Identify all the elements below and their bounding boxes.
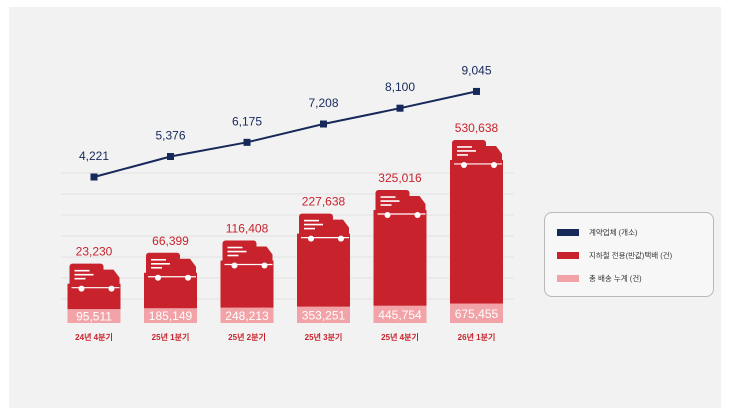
truck-icon-wheel bbox=[261, 262, 268, 269]
bar-label-subway-delivery: 116,408 bbox=[226, 222, 269, 236]
truck-icon-wheel bbox=[461, 161, 467, 168]
truck-icon-body bbox=[146, 252, 180, 277]
line-point-contracts bbox=[90, 173, 98, 181]
bar-label-subway-delivery: 23,230 bbox=[76, 245, 113, 259]
chart-panel: 23,230 95,511 24년 4분기 66,399 185,149 25년 1분기 1… bbox=[9, 7, 721, 408]
bar-label-total-delivery: 675,455 bbox=[455, 307, 499, 321]
truck-icon-wheel bbox=[108, 285, 115, 292]
bar-label-total-delivery: 185,149 bbox=[149, 309, 193, 323]
x-tick-label: 25년 3분기 bbox=[305, 332, 343, 342]
line-label-contracts: 8,100 bbox=[385, 80, 415, 94]
truck-icon-wheel bbox=[155, 274, 161, 281]
truck-icon-wheel bbox=[308, 235, 314, 242]
x-tick-label: 25년 1분기 bbox=[152, 332, 190, 342]
truck-icon-body bbox=[69, 263, 104, 288]
legend-label-total-delivery: 총 배송 누계 (건) bbox=[589, 274, 642, 283]
bar-label-subway-delivery: 227,638 bbox=[302, 195, 346, 209]
line-label-contracts: 6,175 bbox=[232, 114, 262, 128]
line-contracts bbox=[93, 90, 477, 178]
truck-icon-wheel bbox=[78, 285, 85, 292]
truck-icon-body bbox=[375, 190, 410, 215]
truck-icon-cab bbox=[409, 196, 426, 215]
legend-item-total-delivery: 총 배송 누계 (건) bbox=[557, 273, 642, 284]
legend-label-subway-delivery: 지하철 전용(반값)택배 (건) bbox=[589, 251, 673, 260]
line-label-contracts: 9,045 bbox=[461, 63, 491, 77]
truck-icon-wheel bbox=[185, 274, 191, 281]
x-tick-label: 25년 4분기 bbox=[381, 332, 419, 342]
truck-icon-body bbox=[299, 213, 333, 238]
x-tick-label: 26년 1분기 bbox=[458, 332, 496, 342]
bar-label-subway-delivery: 66,399 bbox=[152, 234, 189, 248]
line-label-contracts: 5,376 bbox=[155, 129, 185, 143]
bar-total-delivery bbox=[67, 309, 121, 323]
legend-swatch-subway-delivery bbox=[557, 252, 579, 259]
truck-icon-body bbox=[222, 240, 257, 265]
truck-icon-cab bbox=[486, 145, 502, 164]
legend-item-subway-delivery: 지하철 전용(반값)택배 (건) bbox=[557, 250, 672, 261]
bar-total-delivery bbox=[220, 307, 274, 323]
line-point-contracts bbox=[320, 120, 327, 128]
legend-swatch-total-delivery bbox=[557, 275, 579, 282]
truck-icon-cab bbox=[256, 246, 273, 265]
bar-subway-delivery bbox=[297, 233, 350, 307]
bar-total-delivery bbox=[373, 305, 427, 323]
bar-label-total-delivery: 248,213 bbox=[225, 309, 269, 323]
bar-total-delivery bbox=[297, 306, 350, 323]
x-tick-label: 25년 2분기 bbox=[228, 332, 266, 342]
line-point-contracts bbox=[243, 138, 251, 146]
truck-icon-cab bbox=[103, 269, 120, 288]
truck-icon-wheel bbox=[338, 235, 344, 242]
legend-item-contracts: 계약업체 (개소) bbox=[557, 227, 637, 238]
line-point-contracts bbox=[473, 87, 480, 95]
bar-label-total-delivery: 353,251 bbox=[302, 308, 346, 322]
x-tick-label: 24년 4분기 bbox=[75, 332, 113, 342]
chart-legend: 계약업체 (개소) 지하철 전용(반값)택배 (건) 총 배송 누계 (건) bbox=[544, 212, 714, 297]
bar-subway-delivery bbox=[373, 210, 427, 306]
bar-label-subway-delivery: 325,016 bbox=[378, 171, 422, 185]
truck-icon-wheel bbox=[491, 161, 497, 168]
bar-label-total-delivery: 445,754 bbox=[378, 308, 422, 322]
truck-icon-wheel bbox=[231, 262, 238, 269]
bar-subway-delivery bbox=[450, 159, 503, 304]
legend-swatch-contracts bbox=[557, 229, 579, 236]
legend-label-contracts: 계약업체 (개소) bbox=[589, 228, 638, 237]
truck-icon-wheel bbox=[384, 212, 391, 219]
bar-label-total-delivery: 95,511 bbox=[76, 310, 112, 324]
line-point-contracts bbox=[167, 153, 174, 161]
chart-canvas: 23,230 95,511 24년 4분기 66,399 185,149 25년 1분기 1… bbox=[61, 63, 514, 342]
line-label-contracts: 7,208 bbox=[308, 96, 338, 110]
bar-label-subway-delivery: 530,638 bbox=[455, 121, 499, 135]
truck-icon-cab bbox=[180, 258, 196, 277]
line-point-contracts bbox=[396, 104, 404, 112]
truck-icon-body bbox=[452, 139, 486, 164]
truck-icon-cab bbox=[333, 219, 349, 238]
bar-total-delivery bbox=[144, 308, 197, 323]
truck-icon-wheel bbox=[414, 212, 421, 219]
bar-total-delivery bbox=[450, 303, 503, 323]
line-label-contracts: 4,221 bbox=[79, 149, 109, 163]
